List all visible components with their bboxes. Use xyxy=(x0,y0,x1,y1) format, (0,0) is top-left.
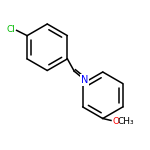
Text: CH₃: CH₃ xyxy=(117,117,134,126)
Text: Cl: Cl xyxy=(7,25,16,34)
Text: N: N xyxy=(81,75,88,85)
Text: O: O xyxy=(112,117,120,126)
